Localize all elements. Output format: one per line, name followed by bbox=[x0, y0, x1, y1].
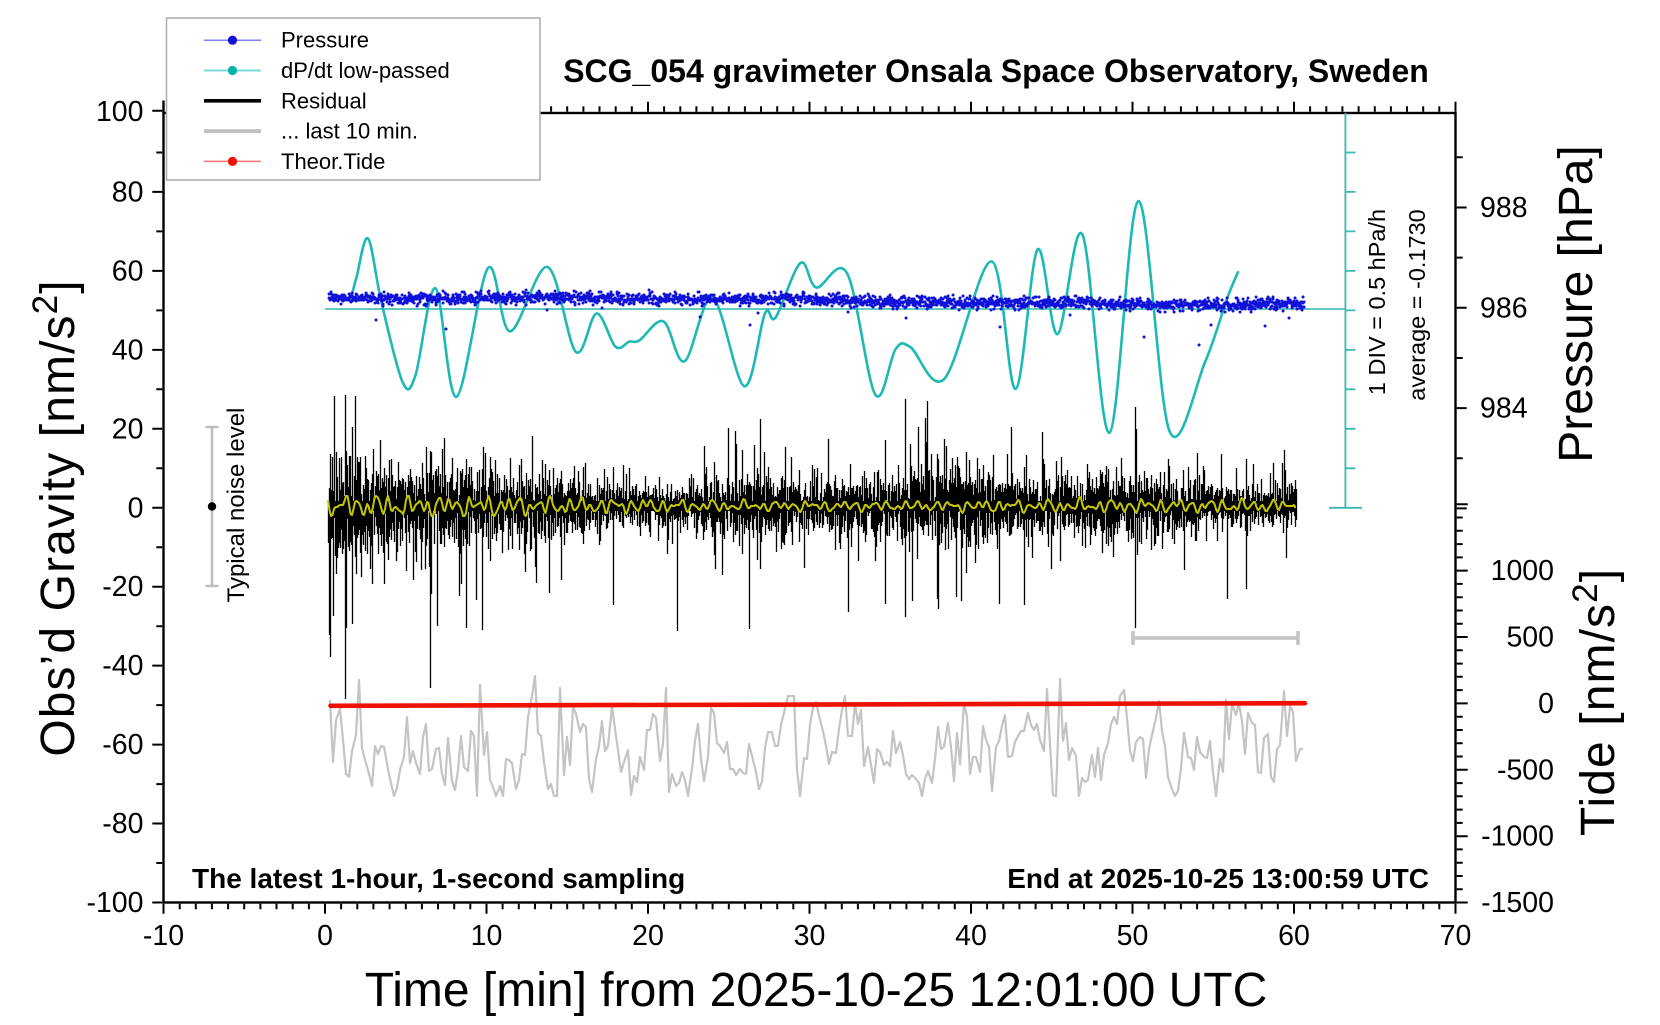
svg-text:Theor.Tide: Theor.Tide bbox=[281, 149, 385, 174]
svg-text:Tide [nm/s2]: Tide [nm/s2] bbox=[1566, 568, 1625, 836]
svg-text:20: 20 bbox=[112, 413, 144, 445]
svg-text:-1000: -1000 bbox=[1481, 821, 1554, 853]
svg-text:-80: -80 bbox=[102, 808, 143, 840]
svg-text:0: 0 bbox=[317, 920, 333, 952]
svg-text:0: 0 bbox=[128, 492, 144, 524]
svg-text:40: 40 bbox=[112, 334, 144, 366]
svg-text:... last 10 min.: ... last 10 min. bbox=[281, 119, 418, 144]
svg-text:Typical noise level: Typical noise level bbox=[223, 408, 250, 603]
svg-text:70: 70 bbox=[1440, 920, 1472, 952]
svg-text:986: 986 bbox=[1480, 292, 1528, 324]
svg-text:SCG_054 gravimeter Onsala Spac: SCG_054 gravimeter Onsala Space Observat… bbox=[563, 53, 1429, 89]
svg-text:-500: -500 bbox=[1497, 754, 1554, 786]
svg-text:-40: -40 bbox=[102, 650, 143, 682]
svg-text:Obs’d Gravity [nm/s2]: Obs’d Gravity [nm/s2] bbox=[26, 279, 85, 756]
svg-text:1 DIV = 0.5 hPa/h: 1 DIV = 0.5 hPa/h bbox=[1364, 209, 1390, 395]
svg-text:80: 80 bbox=[112, 176, 144, 208]
svg-text:30: 30 bbox=[794, 920, 826, 952]
svg-text:50: 50 bbox=[1117, 920, 1149, 952]
svg-text:100: 100 bbox=[96, 96, 144, 128]
svg-text:500: 500 bbox=[1506, 622, 1554, 654]
svg-text:60: 60 bbox=[112, 255, 144, 287]
svg-text:Pressure: Pressure bbox=[281, 28, 369, 53]
svg-text:1000: 1000 bbox=[1491, 555, 1554, 587]
svg-text:dP/dt low-passed: dP/dt low-passed bbox=[281, 58, 450, 83]
svg-text:988: 988 bbox=[1480, 192, 1528, 224]
svg-text:-20: -20 bbox=[102, 571, 143, 603]
svg-text:The latest 1-hour, 1-second sa: The latest 1-hour, 1-second sampling bbox=[192, 863, 685, 894]
svg-text:average = -0.1730: average = -0.1730 bbox=[1404, 209, 1430, 400]
svg-text:-1500: -1500 bbox=[1481, 887, 1554, 919]
svg-text:Residual: Residual bbox=[281, 88, 367, 113]
svg-text:-100: -100 bbox=[86, 887, 143, 919]
svg-text:End at 2025-10-25 13:00:59 UTC: End at 2025-10-25 13:00:59 UTC bbox=[1007, 863, 1429, 894]
svg-text:Pressure [hPa]: Pressure [hPa] bbox=[1550, 145, 1603, 462]
svg-text:Time [min] from 2025-10-25 12:: Time [min] from 2025-10-25 12:01:00 UTC bbox=[365, 964, 1268, 1017]
svg-text:0: 0 bbox=[1538, 688, 1554, 720]
svg-text:60: 60 bbox=[1278, 920, 1310, 952]
svg-text:984: 984 bbox=[1480, 393, 1528, 425]
svg-text:-60: -60 bbox=[102, 729, 143, 761]
svg-text:10: 10 bbox=[471, 920, 503, 952]
svg-text:40: 40 bbox=[955, 920, 987, 952]
svg-text:20: 20 bbox=[632, 920, 664, 952]
svg-text:-10: -10 bbox=[143, 920, 184, 952]
